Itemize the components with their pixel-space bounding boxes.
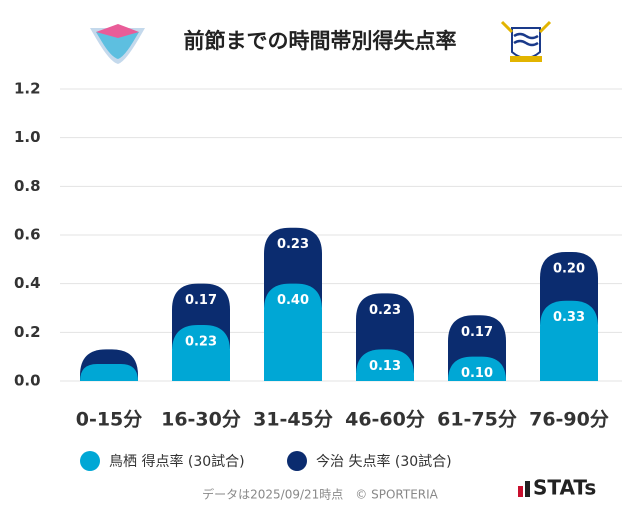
- value-label: 0.10: [461, 366, 493, 381]
- x-tick-label: 46-60分: [345, 409, 425, 431]
- footer-note: データは2025/09/21時点 © SPORTERIA: [202, 487, 439, 502]
- value-label: 0.23: [277, 237, 309, 252]
- x-tick-label: 31-45分: [253, 409, 333, 431]
- bar-segment: [540, 300, 598, 381]
- value-label: 0.13: [369, 359, 401, 374]
- x-tick-label: 16-30分: [161, 409, 241, 431]
- y-tick-label: 1.2: [14, 80, 41, 98]
- value-label: 0.17: [185, 293, 217, 308]
- chart-title: 前節までの時間帯別得失点率: [184, 29, 457, 53]
- legend-label: 今治 失点率 (30試合): [316, 453, 452, 470]
- home-logo: [90, 24, 145, 64]
- brand: STATs: [533, 476, 596, 500]
- value-label: 0.17: [461, 325, 493, 340]
- y-tick-label: 0.0: [14, 372, 41, 390]
- bar-segment: [172, 325, 230, 381]
- y-tick-label: 0.6: [14, 226, 41, 244]
- x-tick-label: 76-90分: [529, 409, 609, 431]
- legend-swatch: [80, 451, 100, 471]
- value-label: 0.20: [553, 262, 585, 277]
- y-tick-label: 0.2: [14, 323, 41, 341]
- bar-segment: [80, 363, 138, 381]
- value-label: 0.23: [369, 303, 401, 318]
- value-label: 0.23: [185, 335, 217, 350]
- value-label: 0.33: [553, 310, 585, 325]
- y-tick-label: 1.0: [14, 128, 41, 146]
- legend-label: 鳥栖 得点率 (30試合): [109, 453, 245, 470]
- y-tick-label: 0.8: [14, 177, 41, 195]
- x-tick-label: 0-15分: [76, 409, 143, 431]
- bar-segment: [264, 283, 322, 381]
- bar-segment: [356, 349, 414, 381]
- x-tick-label: 61-75分: [437, 409, 517, 431]
- value-label: 0.40: [277, 293, 309, 308]
- legend-swatch: [287, 451, 307, 471]
- brand-logo: [518, 481, 530, 497]
- bar-segment: [448, 356, 506, 381]
- y-tick-label: 0.4: [14, 274, 41, 292]
- away-logo: [500, 20, 552, 62]
- legend: 鳥栖 得点率 (30試合) 今治 失点率 (30試合): [80, 451, 452, 471]
